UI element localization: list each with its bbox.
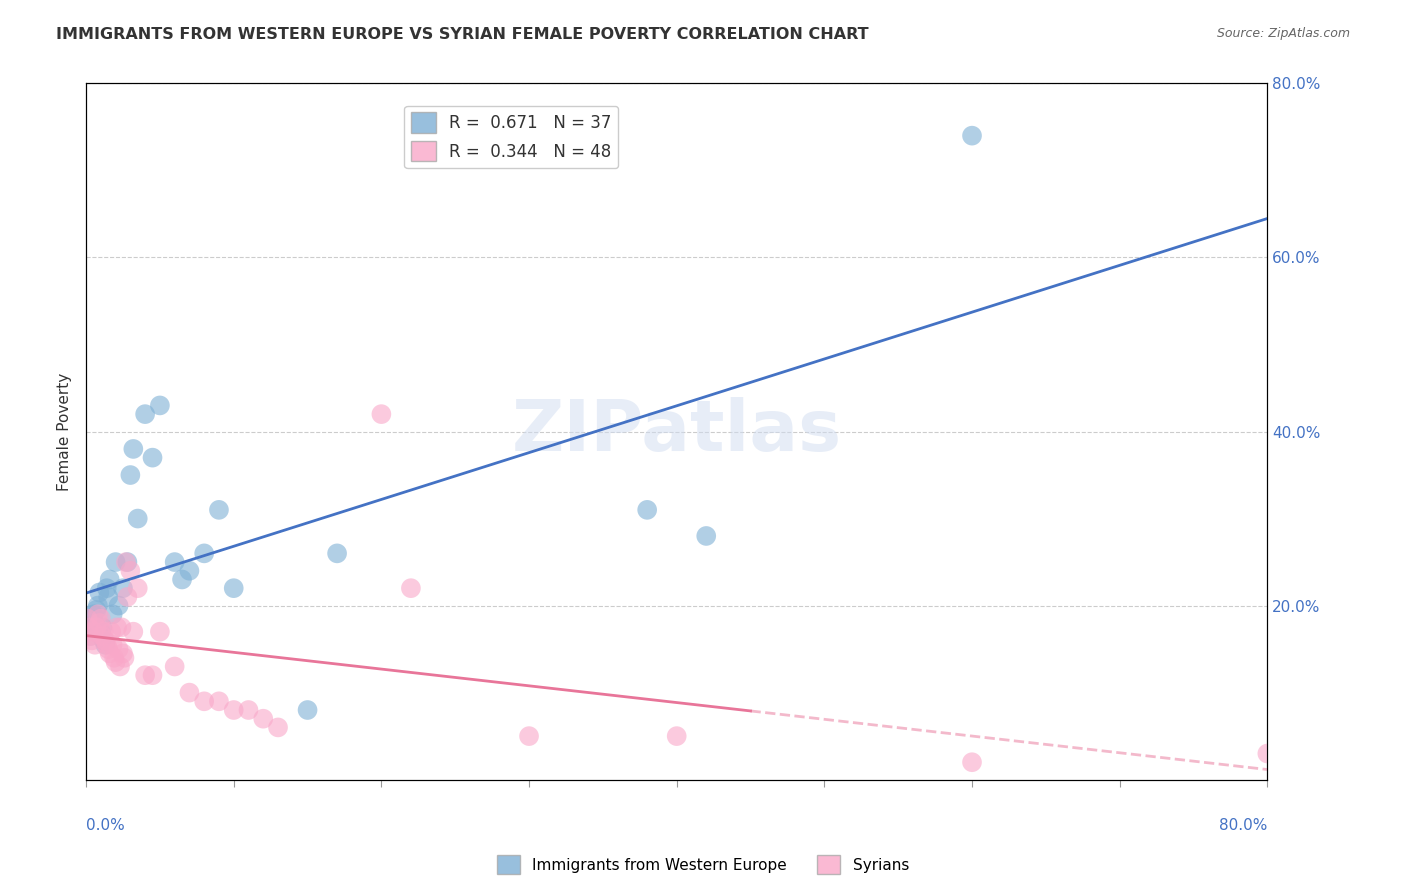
Point (134, 407, 156, 421)
Point (517, 729, 540, 743)
Point (108, 659, 131, 673)
Point (86, 603, 108, 617)
Point (114, 650, 136, 665)
Point (111, 647, 134, 661)
Point (149, 399, 172, 413)
Point (93, 633, 115, 648)
Point (370, 407, 392, 421)
Point (94, 633, 117, 648)
Point (117, 555, 139, 569)
Point (87, 599, 110, 613)
Point (208, 503, 231, 517)
Point (97, 590, 120, 604)
Point (193, 546, 215, 560)
Point (149, 624, 172, 639)
Point (101, 638, 124, 652)
Point (222, 581, 245, 595)
Point (141, 450, 163, 465)
Point (98, 573, 121, 587)
Point (77, 620, 100, 634)
Point (80, 633, 103, 648)
Point (122, 442, 145, 456)
Text: Source: ZipAtlas.com: Source: ZipAtlas.com (1216, 27, 1350, 40)
Point (193, 694, 215, 708)
Text: ZIPatlas: ZIPatlas (512, 397, 842, 466)
Point (111, 581, 134, 595)
Point (127, 511, 149, 525)
Y-axis label: Female Poverty: Female Poverty (58, 372, 72, 491)
Point (96, 581, 118, 595)
Point (93, 624, 115, 639)
Point (208, 694, 231, 708)
Point (107, 599, 129, 613)
Text: 0.0%: 0.0% (86, 818, 125, 833)
Point (96, 638, 118, 652)
Point (163, 555, 186, 569)
Point (107, 642, 129, 657)
Point (89, 585, 111, 599)
Point (222, 703, 245, 717)
Point (91, 629, 114, 643)
Point (120, 468, 142, 483)
Point (86, 620, 108, 634)
Point (665, 729, 688, 743)
Point (97, 642, 120, 657)
Text: IMMIGRANTS FROM WESTERN EUROPE VS SYRIAN FEMALE POVERTY CORRELATION CHART: IMMIGRANTS FROM WESTERN EUROPE VS SYRIAN… (56, 27, 869, 42)
Point (94, 638, 117, 652)
Point (636, 503, 658, 517)
Point (82, 624, 104, 639)
Point (960, 128, 983, 143)
Point (110, 620, 132, 634)
Point (91, 620, 114, 634)
Point (104, 655, 127, 669)
Point (127, 581, 149, 595)
Point (84, 615, 107, 630)
Point (101, 607, 124, 622)
Point (90, 612, 112, 626)
Point (104, 555, 127, 569)
Point (297, 703, 319, 717)
Point (79, 629, 101, 643)
Point (163, 659, 186, 673)
Point (105, 620, 128, 634)
Point (1256, 747, 1278, 761)
Point (115, 555, 138, 569)
Point (82, 607, 104, 622)
Point (179, 564, 201, 578)
Point (238, 703, 260, 717)
Point (326, 546, 349, 560)
Point (134, 668, 156, 682)
Point (252, 712, 274, 726)
Point (89, 615, 111, 630)
Point (122, 624, 145, 639)
Point (76, 612, 98, 626)
Point (117, 590, 139, 604)
Point (80, 620, 103, 634)
Point (267, 720, 290, 734)
Point (141, 668, 163, 682)
Point (79, 629, 101, 643)
Text: 80.0%: 80.0% (1219, 818, 1267, 833)
Point (103, 650, 125, 665)
Point (87, 607, 110, 622)
Point (399, 581, 422, 595)
Point (84, 638, 107, 652)
Point (98, 647, 121, 661)
Point (120, 564, 142, 578)
Point (170, 573, 193, 587)
Point (77, 612, 100, 626)
Point (90, 624, 112, 639)
Point (179, 685, 201, 699)
Legend: Immigrants from Western Europe, Syrians: Immigrants from Western Europe, Syrians (491, 849, 915, 880)
Point (100, 624, 122, 639)
Legend: R =  0.671   N = 37, R =  0.344   N = 48: R = 0.671 N = 37, R = 0.344 N = 48 (405, 105, 619, 168)
Point (960, 756, 983, 770)
Point (695, 529, 717, 543)
